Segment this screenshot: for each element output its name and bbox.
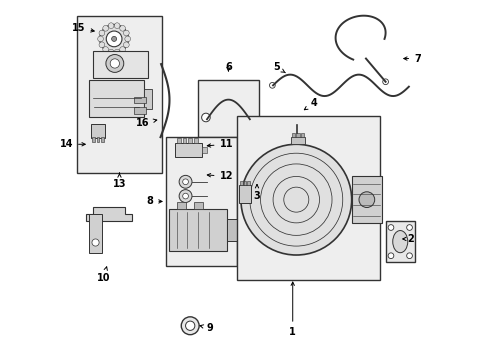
Bar: [226, 219, 239, 241]
Bar: [239, 185, 250, 203]
Circle shape: [100, 24, 128, 53]
Bar: [89, 214, 102, 253]
Bar: [144, 89, 151, 109]
Circle shape: [114, 49, 120, 55]
Bar: [300, 133, 303, 137]
Bar: [244, 181, 246, 185]
Bar: [89, 80, 144, 117]
Bar: [194, 138, 197, 143]
Bar: [247, 181, 249, 185]
Ellipse shape: [392, 230, 407, 253]
Text: 4: 4: [304, 98, 317, 110]
Bar: [77, 16, 162, 173]
Circle shape: [102, 47, 108, 52]
Circle shape: [181, 317, 199, 335]
Text: 12: 12: [207, 171, 232, 181]
Circle shape: [387, 225, 393, 230]
Circle shape: [111, 36, 116, 41]
Circle shape: [269, 82, 275, 88]
Circle shape: [123, 30, 129, 36]
Circle shape: [406, 225, 411, 230]
Bar: [290, 137, 305, 144]
Bar: [176, 202, 185, 208]
Circle shape: [406, 253, 411, 258]
Circle shape: [99, 42, 104, 48]
Circle shape: [123, 42, 129, 48]
Circle shape: [106, 54, 123, 72]
Circle shape: [179, 190, 192, 203]
Bar: [194, 202, 203, 208]
Bar: [175, 143, 201, 157]
Circle shape: [183, 193, 188, 199]
Circle shape: [106, 31, 122, 47]
Circle shape: [108, 49, 114, 55]
Circle shape: [92, 239, 99, 246]
Circle shape: [120, 47, 125, 52]
Text: 11: 11: [207, 139, 232, 149]
Circle shape: [382, 79, 387, 85]
Circle shape: [241, 144, 351, 255]
Bar: [291, 133, 295, 137]
Text: 14: 14: [60, 139, 85, 149]
Bar: [183, 138, 186, 143]
Bar: [169, 208, 226, 251]
Bar: [296, 133, 299, 137]
Bar: [101, 138, 104, 142]
Bar: [97, 138, 99, 142]
Text: 3: 3: [253, 185, 260, 201]
Text: 7: 7: [403, 54, 420, 64]
Circle shape: [114, 23, 120, 28]
Bar: [93, 51, 148, 78]
Text: 6: 6: [224, 63, 231, 72]
Text: 16: 16: [136, 118, 157, 128]
Circle shape: [108, 23, 114, 28]
Circle shape: [201, 113, 210, 122]
Bar: [134, 97, 146, 103]
Bar: [351, 176, 381, 223]
Bar: [165, 137, 237, 266]
Bar: [240, 181, 242, 185]
Text: 10: 10: [97, 267, 110, 283]
Circle shape: [98, 36, 103, 42]
Bar: [201, 147, 206, 153]
Text: 13: 13: [113, 173, 126, 189]
Circle shape: [185, 321, 194, 330]
Circle shape: [387, 253, 393, 258]
Circle shape: [99, 30, 104, 36]
Text: 1: 1: [289, 282, 296, 337]
Bar: [237, 116, 380, 280]
Bar: [134, 108, 146, 114]
Text: 2: 2: [402, 234, 413, 244]
Polygon shape: [85, 207, 132, 221]
Circle shape: [358, 192, 374, 207]
Circle shape: [124, 36, 130, 42]
Circle shape: [110, 59, 119, 68]
Bar: [188, 138, 192, 143]
Bar: [385, 221, 414, 262]
Text: 9: 9: [200, 323, 213, 333]
Bar: [198, 80, 258, 137]
Bar: [92, 138, 95, 142]
Text: 15: 15: [72, 23, 94, 33]
Circle shape: [102, 26, 108, 31]
Circle shape: [183, 179, 188, 185]
Circle shape: [179, 175, 192, 188]
Circle shape: [120, 26, 125, 31]
Text: 8: 8: [146, 197, 162, 206]
Bar: [177, 138, 180, 143]
Bar: [91, 123, 105, 138]
Text: 5: 5: [273, 63, 285, 73]
